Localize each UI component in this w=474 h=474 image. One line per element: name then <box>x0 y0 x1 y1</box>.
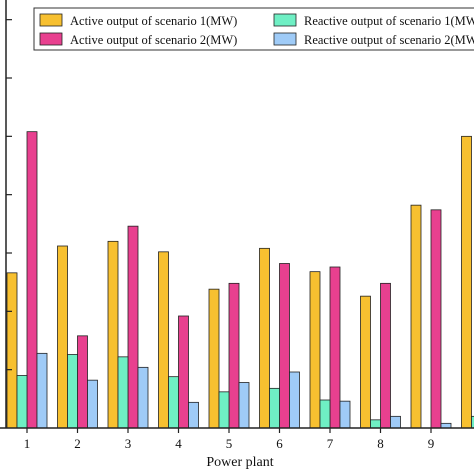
axes-group <box>0 0 474 429</box>
legend-label: Reactive output of scenario 1(MW) <box>304 14 474 28</box>
bar-2-series-1 <box>57 245 68 429</box>
bar-4-series-4 <box>188 401 199 429</box>
bar-2-series-4 <box>87 379 98 429</box>
legend-swatch <box>273 32 297 46</box>
bar-7-series-1 <box>309 271 321 429</box>
bar-3-series-3 <box>117 356 129 429</box>
bar-7-series-2 <box>329 266 341 429</box>
bar-9-series-2 <box>430 209 442 429</box>
bar-6-series-2 <box>279 263 290 429</box>
bar-4-series-2 <box>178 315 189 429</box>
bar-4-series-1 <box>158 251 169 429</box>
bar-1-series-4 <box>36 352 48 429</box>
legend-swatch <box>273 13 297 27</box>
bar-7-series-3 <box>319 399 331 429</box>
bar-4-series-3 <box>168 376 179 429</box>
bar-3-series-4 <box>137 366 149 429</box>
bar-6-series-4 <box>289 371 300 429</box>
bar-8-series-1 <box>360 295 371 429</box>
legend-swatch <box>39 13 63 27</box>
bar-3-series-1 <box>107 240 119 429</box>
bar-10-series-3 <box>471 415 474 429</box>
x-tick-label: 9 <box>428 436 435 451</box>
x-tick-label: 2 <box>74 436 81 451</box>
bar-5-series-2 <box>228 282 240 429</box>
legend-label: Reactive output of scenario 2(MW) <box>304 33 474 47</box>
bar-2-series-2 <box>77 335 88 429</box>
bar-5-series-4 <box>238 382 250 429</box>
bar-6-series-3 <box>269 387 280 429</box>
legend-label: Active output of scenario 1(MW) <box>70 14 237 28</box>
x-axis-title: Power plant <box>206 455 273 470</box>
legend: Active output of scenario 1(MW) Reactive … <box>33 7 474 51</box>
bar-3-series-2 <box>127 225 139 429</box>
legend-label: Active output of scenario 2(MW) <box>70 33 237 47</box>
x-tick-label: 4 <box>175 436 182 451</box>
bar-8-series-4 <box>390 415 401 429</box>
legend-box <box>33 7 474 51</box>
bar-5-series-3 <box>218 391 230 429</box>
bar-10-series-1 <box>461 135 472 429</box>
bar-9-series-1 <box>410 204 422 429</box>
x-tick-label: 1 <box>24 436 31 451</box>
bar-2-series-3 <box>67 354 78 429</box>
x-tick-label: 8 <box>377 436 384 451</box>
bar-5-series-1 <box>208 288 220 429</box>
bar-1-series-1 <box>6 272 18 429</box>
x-tick-label: 5 <box>226 436 233 451</box>
x-tick-label: 6 <box>276 436 283 451</box>
bar-6-series-1 <box>259 247 270 429</box>
bar-1-series-2 <box>26 131 38 429</box>
x-tick-label: 7 <box>327 436 334 451</box>
x-tick-label: 3 <box>125 436 132 451</box>
bar-8-series-2 <box>380 282 391 429</box>
bar-7-series-4 <box>339 400 351 429</box>
x-ticks-group: 12345678910 <box>24 428 435 451</box>
legend-swatch <box>39 32 63 46</box>
bar-8-series-3 <box>370 419 381 429</box>
y-ticks-group <box>6 19 12 371</box>
bar-1-series-3 <box>16 375 28 429</box>
